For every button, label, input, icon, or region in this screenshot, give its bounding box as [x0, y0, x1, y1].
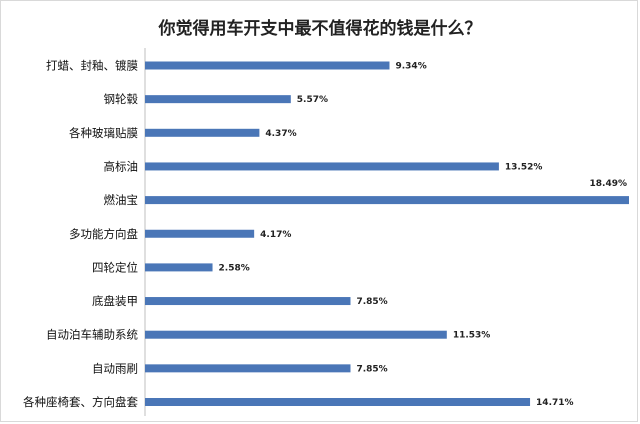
category-label: 多功能方向盘 — [69, 227, 138, 241]
bar — [145, 196, 629, 205]
category-label: 自动雨刷 — [92, 361, 138, 375]
data-label: 2.58% — [219, 263, 250, 273]
data-label: 11.53% — [453, 331, 491, 341]
data-label: 13.52% — [505, 162, 542, 172]
data-label: 9.34% — [395, 62, 426, 72]
data-label: 18.49% — [590, 179, 628, 189]
bar — [145, 162, 499, 171]
category-label: 打蜡、封釉、镀膜 — [46, 59, 138, 73]
category-label: 各种玻璃贴膜 — [69, 126, 138, 140]
category-label: 四轮定位 — [92, 260, 138, 274]
bar — [145, 128, 260, 137]
category-label: 钢轮毂 — [104, 92, 139, 106]
bar — [145, 364, 351, 373]
category-label: 高标油 — [104, 159, 139, 173]
bar — [145, 330, 447, 339]
bar — [145, 61, 390, 70]
chart-title: 你觉得用车开支中最不值得花的钱是什么？ — [158, 19, 482, 39]
data-label: 7.85% — [356, 297, 387, 307]
data-label: 5.57% — [297, 95, 328, 105]
bar — [145, 95, 291, 104]
data-label: 7.85% — [356, 364, 387, 374]
bar — [145, 263, 213, 272]
bar — [145, 297, 351, 306]
category-label: 各种座椅套、方向盘套 — [23, 395, 138, 409]
category-label: 燃油宝 — [104, 193, 139, 207]
bar — [145, 398, 531, 406]
bar — [145, 229, 255, 238]
data-label: 4.17% — [260, 230, 291, 240]
data-label: 14.71% — [536, 398, 574, 408]
category-label: 底盘装甲 — [92, 294, 138, 308]
data-label: 4.37% — [265, 129, 296, 139]
category-label: 自动泊车辅助系统 — [46, 328, 138, 342]
